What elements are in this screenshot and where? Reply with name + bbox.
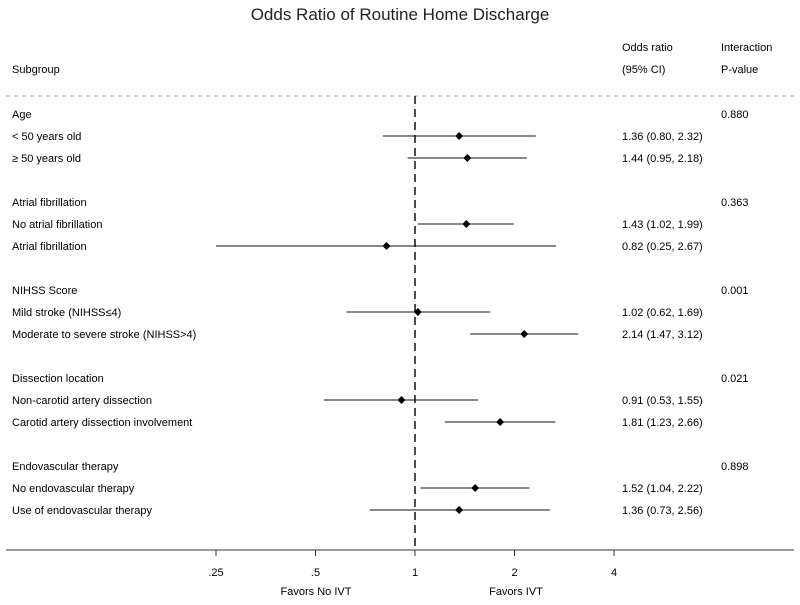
odds-ratio-ci-value: 1.44 (0.95, 2.18) bbox=[622, 153, 703, 165]
point-estimate-marker bbox=[455, 132, 464, 140]
odds-ratio-header: Odds ratio bbox=[622, 42, 673, 54]
chart-title: Odds Ratio of Routine Home Discharge bbox=[251, 5, 550, 24]
subgroup-label: Moderate to severe stroke (NIHSS>4) bbox=[12, 329, 196, 341]
point-estimate-marker bbox=[397, 396, 406, 404]
x-axis-ticks: .25 .5 1 2 4 bbox=[208, 550, 617, 579]
interaction-p-value: 0.021 bbox=[721, 373, 749, 385]
x-tick-label: .25 bbox=[208, 567, 223, 579]
subgroup-label: ≥ 50 years old bbox=[12, 153, 81, 165]
point-estimate-marker bbox=[520, 330, 529, 338]
point-estimate-marker bbox=[413, 308, 422, 316]
odds-ratio-ci-value: 0.82 (0.25, 2.67) bbox=[622, 241, 703, 253]
favors-right-label: Favors IVT bbox=[489, 586, 543, 598]
odds-ratio-ci-header: (95% CI) bbox=[622, 64, 665, 76]
odds-ratio-ci-value: 1.43 (1.02, 1.99) bbox=[622, 219, 703, 231]
point-estimate-marker bbox=[382, 242, 391, 250]
interaction-p-value: 0.898 bbox=[721, 461, 749, 473]
point-estimate-marker bbox=[471, 484, 480, 492]
point-estimate-marker bbox=[463, 154, 472, 162]
subgroup-label: Use of endovascular therapy bbox=[12, 505, 153, 517]
interaction-p-value: 0.001 bbox=[721, 285, 749, 297]
x-tick-label: 1 bbox=[412, 567, 418, 579]
x-tick-label: 4 bbox=[611, 567, 617, 579]
odds-ratio-ci-value: 0.91 (0.53, 1.55) bbox=[622, 395, 703, 407]
odds-ratio-ci-value: 1.36 (0.80, 2.32) bbox=[622, 131, 703, 143]
group-heading: Age bbox=[12, 109, 32, 121]
favors-left-label: Favors No IVT bbox=[281, 586, 352, 598]
group-heading: Endovascular therapy bbox=[12, 461, 119, 473]
interaction-p-value: 0.880 bbox=[721, 109, 749, 121]
subgroup-label: Carotid artery dissection involvement bbox=[12, 417, 192, 429]
interaction-p-value: 0.363 bbox=[721, 197, 749, 209]
group-heading: NIHSS Score bbox=[12, 285, 77, 297]
point-estimate-marker bbox=[455, 506, 464, 514]
odds-ratio-ci-value: 1.36 (0.73, 2.56) bbox=[622, 505, 703, 517]
odds-ratio-ci-value: 2.14 (1.47, 3.12) bbox=[622, 329, 703, 341]
subgroup-label: Non-carotid artery dissection bbox=[12, 395, 152, 407]
subgroup-label: No atrial fibrillation bbox=[12, 219, 102, 231]
group-heading: Dissection location bbox=[12, 373, 104, 385]
x-tick-label: .5 bbox=[311, 567, 320, 579]
subgroup-label: No endovascular therapy bbox=[12, 483, 135, 495]
subgroup-label: Mild stroke (NIHSS≤4) bbox=[12, 307, 121, 319]
subgroup-label: Atrial fibrillation bbox=[12, 241, 87, 253]
point-estimate-marker bbox=[462, 220, 471, 228]
odds-ratio-ci-value: 1.81 (1.23, 2.66) bbox=[622, 417, 703, 429]
odds-ratio-ci-value: 1.02 (0.62, 1.69) bbox=[622, 307, 703, 319]
interaction-header: Interaction bbox=[721, 42, 772, 54]
subgroup-label: < 50 years old bbox=[12, 131, 81, 143]
group-heading: Atrial fibrillation bbox=[12, 197, 87, 209]
x-tick-label: 2 bbox=[511, 567, 517, 579]
odds-ratio-ci-value: 1.52 (1.04, 2.22) bbox=[622, 483, 703, 495]
forest-rows: Age 0.880 < 50 years old 1.36 (0.80, 2.32) ≥… bbox=[12, 109, 749, 517]
p-value-header: P-value bbox=[721, 64, 758, 76]
point-estimate-marker bbox=[496, 418, 505, 426]
subgroup-header: Subgroup bbox=[12, 64, 60, 76]
